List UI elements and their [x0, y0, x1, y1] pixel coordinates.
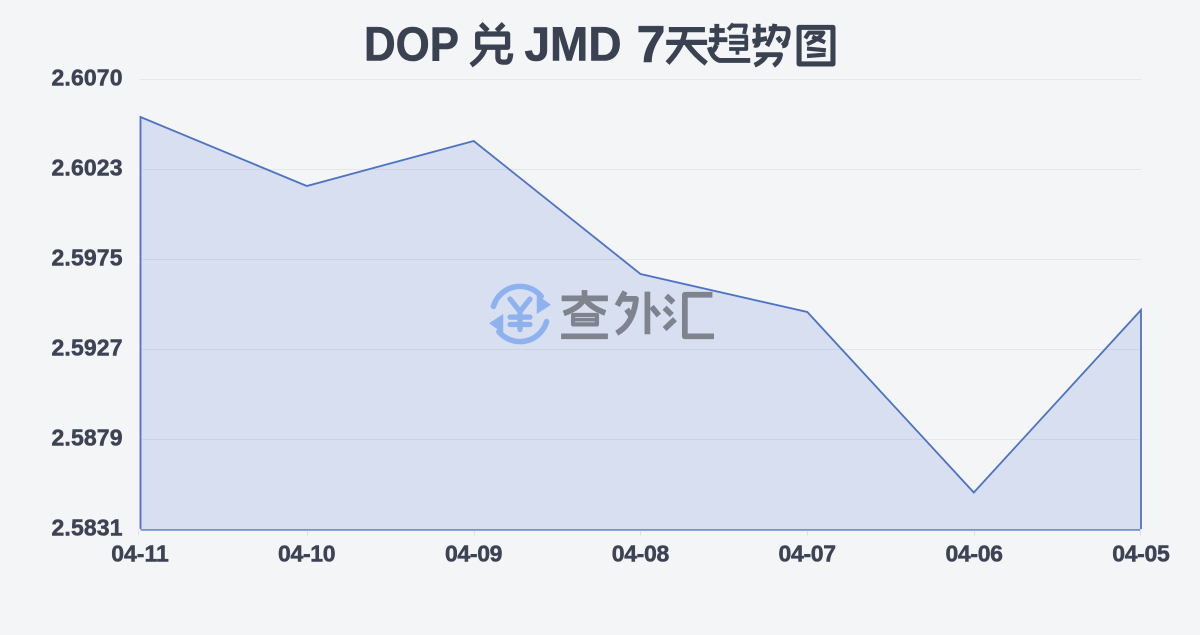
svg-text:2.5927: 2.5927	[52, 335, 123, 361]
svg-text:2.5879: 2.5879	[52, 425, 123, 451]
svg-text:7: 7	[637, 16, 666, 74]
svg-text:04-10: 04-10	[278, 541, 336, 567]
svg-text:04-05: 04-05	[1112, 541, 1170, 567]
svg-text:2.5975: 2.5975	[52, 245, 123, 271]
svg-text:04-11: 04-11	[111, 541, 169, 567]
svg-text:04-09: 04-09	[445, 541, 503, 567]
svg-text:04-08: 04-08	[612, 541, 670, 567]
svg-text:04-07: 04-07	[779, 541, 837, 567]
svg-text:DOP: DOP	[364, 19, 459, 72]
svg-text:04-06: 04-06	[945, 541, 1003, 567]
svg-text:2.6023: 2.6023	[52, 155, 123, 181]
svg-text:2.5831: 2.5831	[52, 515, 123, 541]
svg-text:JMD: JMD	[525, 19, 622, 72]
svg-text:2.6070: 2.6070	[52, 65, 123, 91]
